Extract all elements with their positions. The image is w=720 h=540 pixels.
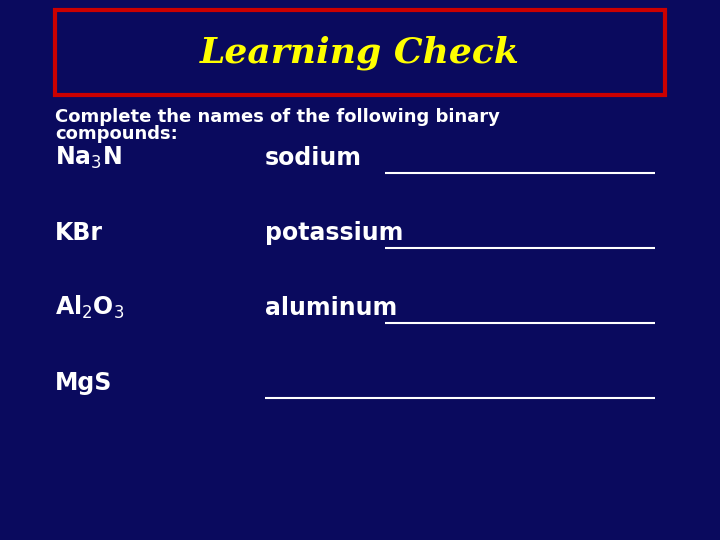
Text: compounds:: compounds: [55, 125, 178, 143]
Bar [55, 10, 665, 95]
Text: Complete the names of the following binary: Complete the names of the following bina… [55, 108, 500, 126]
Text: aluminum: aluminum [265, 296, 397, 320]
Text: Al$_2$O$_3$: Al$_2$O$_3$ [55, 294, 125, 321]
Text: MgS: MgS [55, 371, 112, 395]
Text: Na$_3$N: Na$_3$N [55, 145, 122, 171]
Text: KBr: KBr [55, 221, 103, 245]
Text: sodium: sodium [265, 146, 362, 170]
Text: Learning Check: Learning Check [200, 36, 520, 70]
Text: potassium: potassium [265, 221, 403, 245]
